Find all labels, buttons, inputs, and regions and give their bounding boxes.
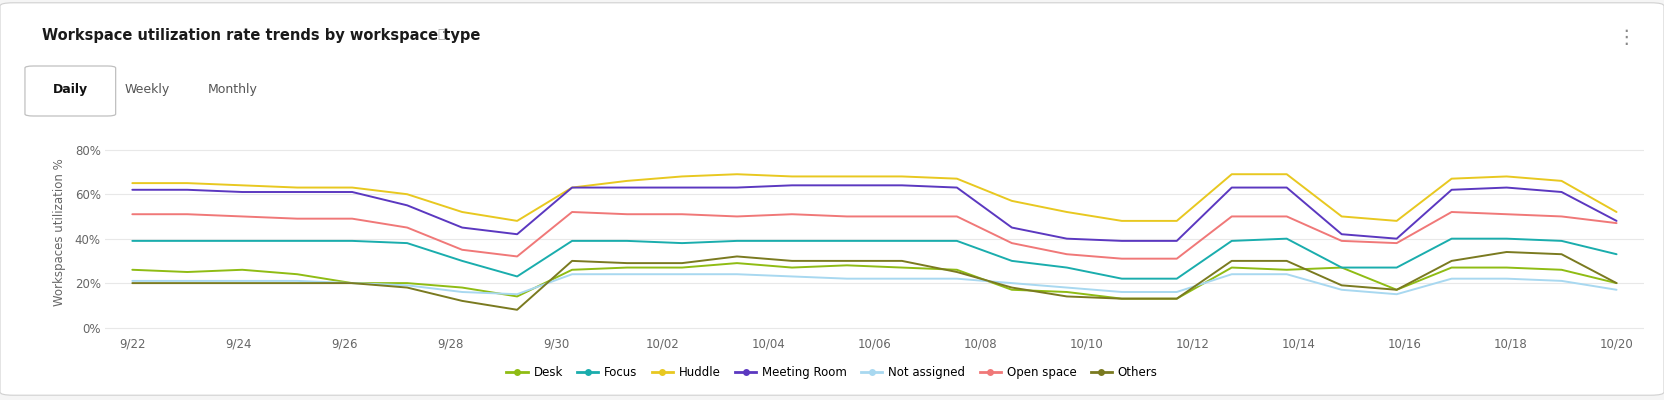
Text: ⋮: ⋮ (1616, 28, 1636, 47)
Y-axis label: Workspaces utilization %: Workspaces utilization % (53, 158, 67, 306)
Text: Workspace utilization rate trends by workspace type: Workspace utilization rate trends by wor… (42, 28, 479, 43)
Legend: Desk, Focus, Huddle, Meeting Room, Not assigned, Open space, Others: Desk, Focus, Huddle, Meeting Room, Not a… (501, 362, 1163, 384)
Text: Monthly: Monthly (208, 84, 258, 96)
Text: Weekly: Weekly (125, 84, 170, 96)
Text: Daily: Daily (53, 84, 88, 96)
Text: ⓘ: ⓘ (438, 28, 446, 41)
